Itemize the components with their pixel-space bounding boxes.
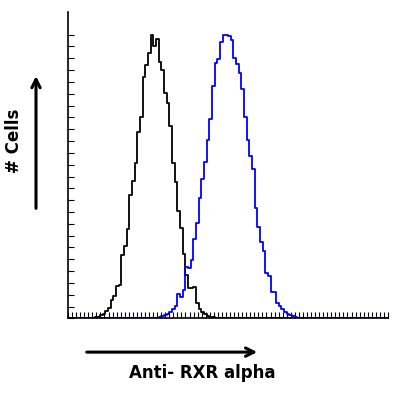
Text: # Cells: # Cells — [5, 109, 23, 173]
Text: Anti- RXR alpha: Anti- RXR alpha — [129, 365, 276, 382]
